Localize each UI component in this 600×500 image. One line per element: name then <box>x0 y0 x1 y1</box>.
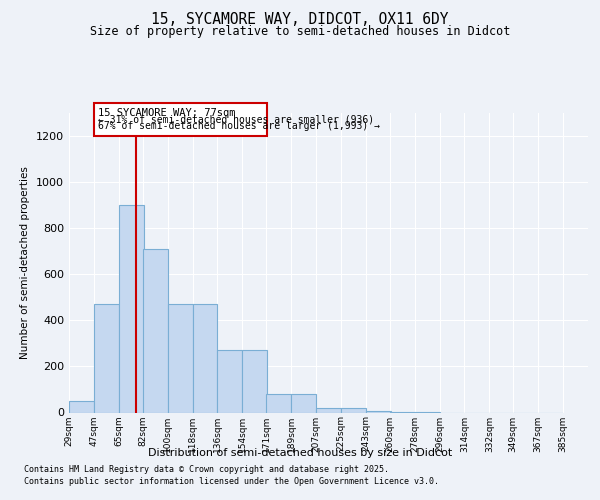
Bar <box>69 401 94 412</box>
Text: 67% of semi-detached houses are larger (1,993) →: 67% of semi-detached houses are larger (… <box>98 122 380 132</box>
Text: 15, SYCAMORE WAY, DIDCOT, OX11 6DY: 15, SYCAMORE WAY, DIDCOT, OX11 6DY <box>151 12 449 28</box>
Bar <box>119 205 144 412</box>
Bar <box>193 304 217 412</box>
Bar <box>242 350 268 412</box>
Text: 15 SYCAMORE WAY: 77sqm: 15 SYCAMORE WAY: 77sqm <box>98 108 236 118</box>
Text: Contains public sector information licensed under the Open Government Licence v3: Contains public sector information licen… <box>24 477 439 486</box>
Y-axis label: Number of semi-detached properties: Number of semi-detached properties <box>20 166 31 359</box>
Text: Distribution of semi-detached houses by size in Didcot: Distribution of semi-detached houses by … <box>148 448 452 458</box>
Text: ← 31% of semi-detached houses are smaller (936): ← 31% of semi-detached houses are smalle… <box>98 115 374 125</box>
Bar <box>167 304 193 412</box>
Bar <box>143 248 167 412</box>
Text: Size of property relative to semi-detached houses in Didcot: Size of property relative to semi-detach… <box>90 25 510 38</box>
Bar <box>217 350 242 412</box>
Bar <box>291 394 316 412</box>
Bar <box>94 304 119 412</box>
Bar <box>316 408 341 412</box>
Bar <box>341 408 366 412</box>
Text: Contains HM Land Registry data © Crown copyright and database right 2025.: Contains HM Land Registry data © Crown c… <box>24 465 389 474</box>
FancyBboxPatch shape <box>94 104 268 136</box>
Bar <box>266 394 291 412</box>
